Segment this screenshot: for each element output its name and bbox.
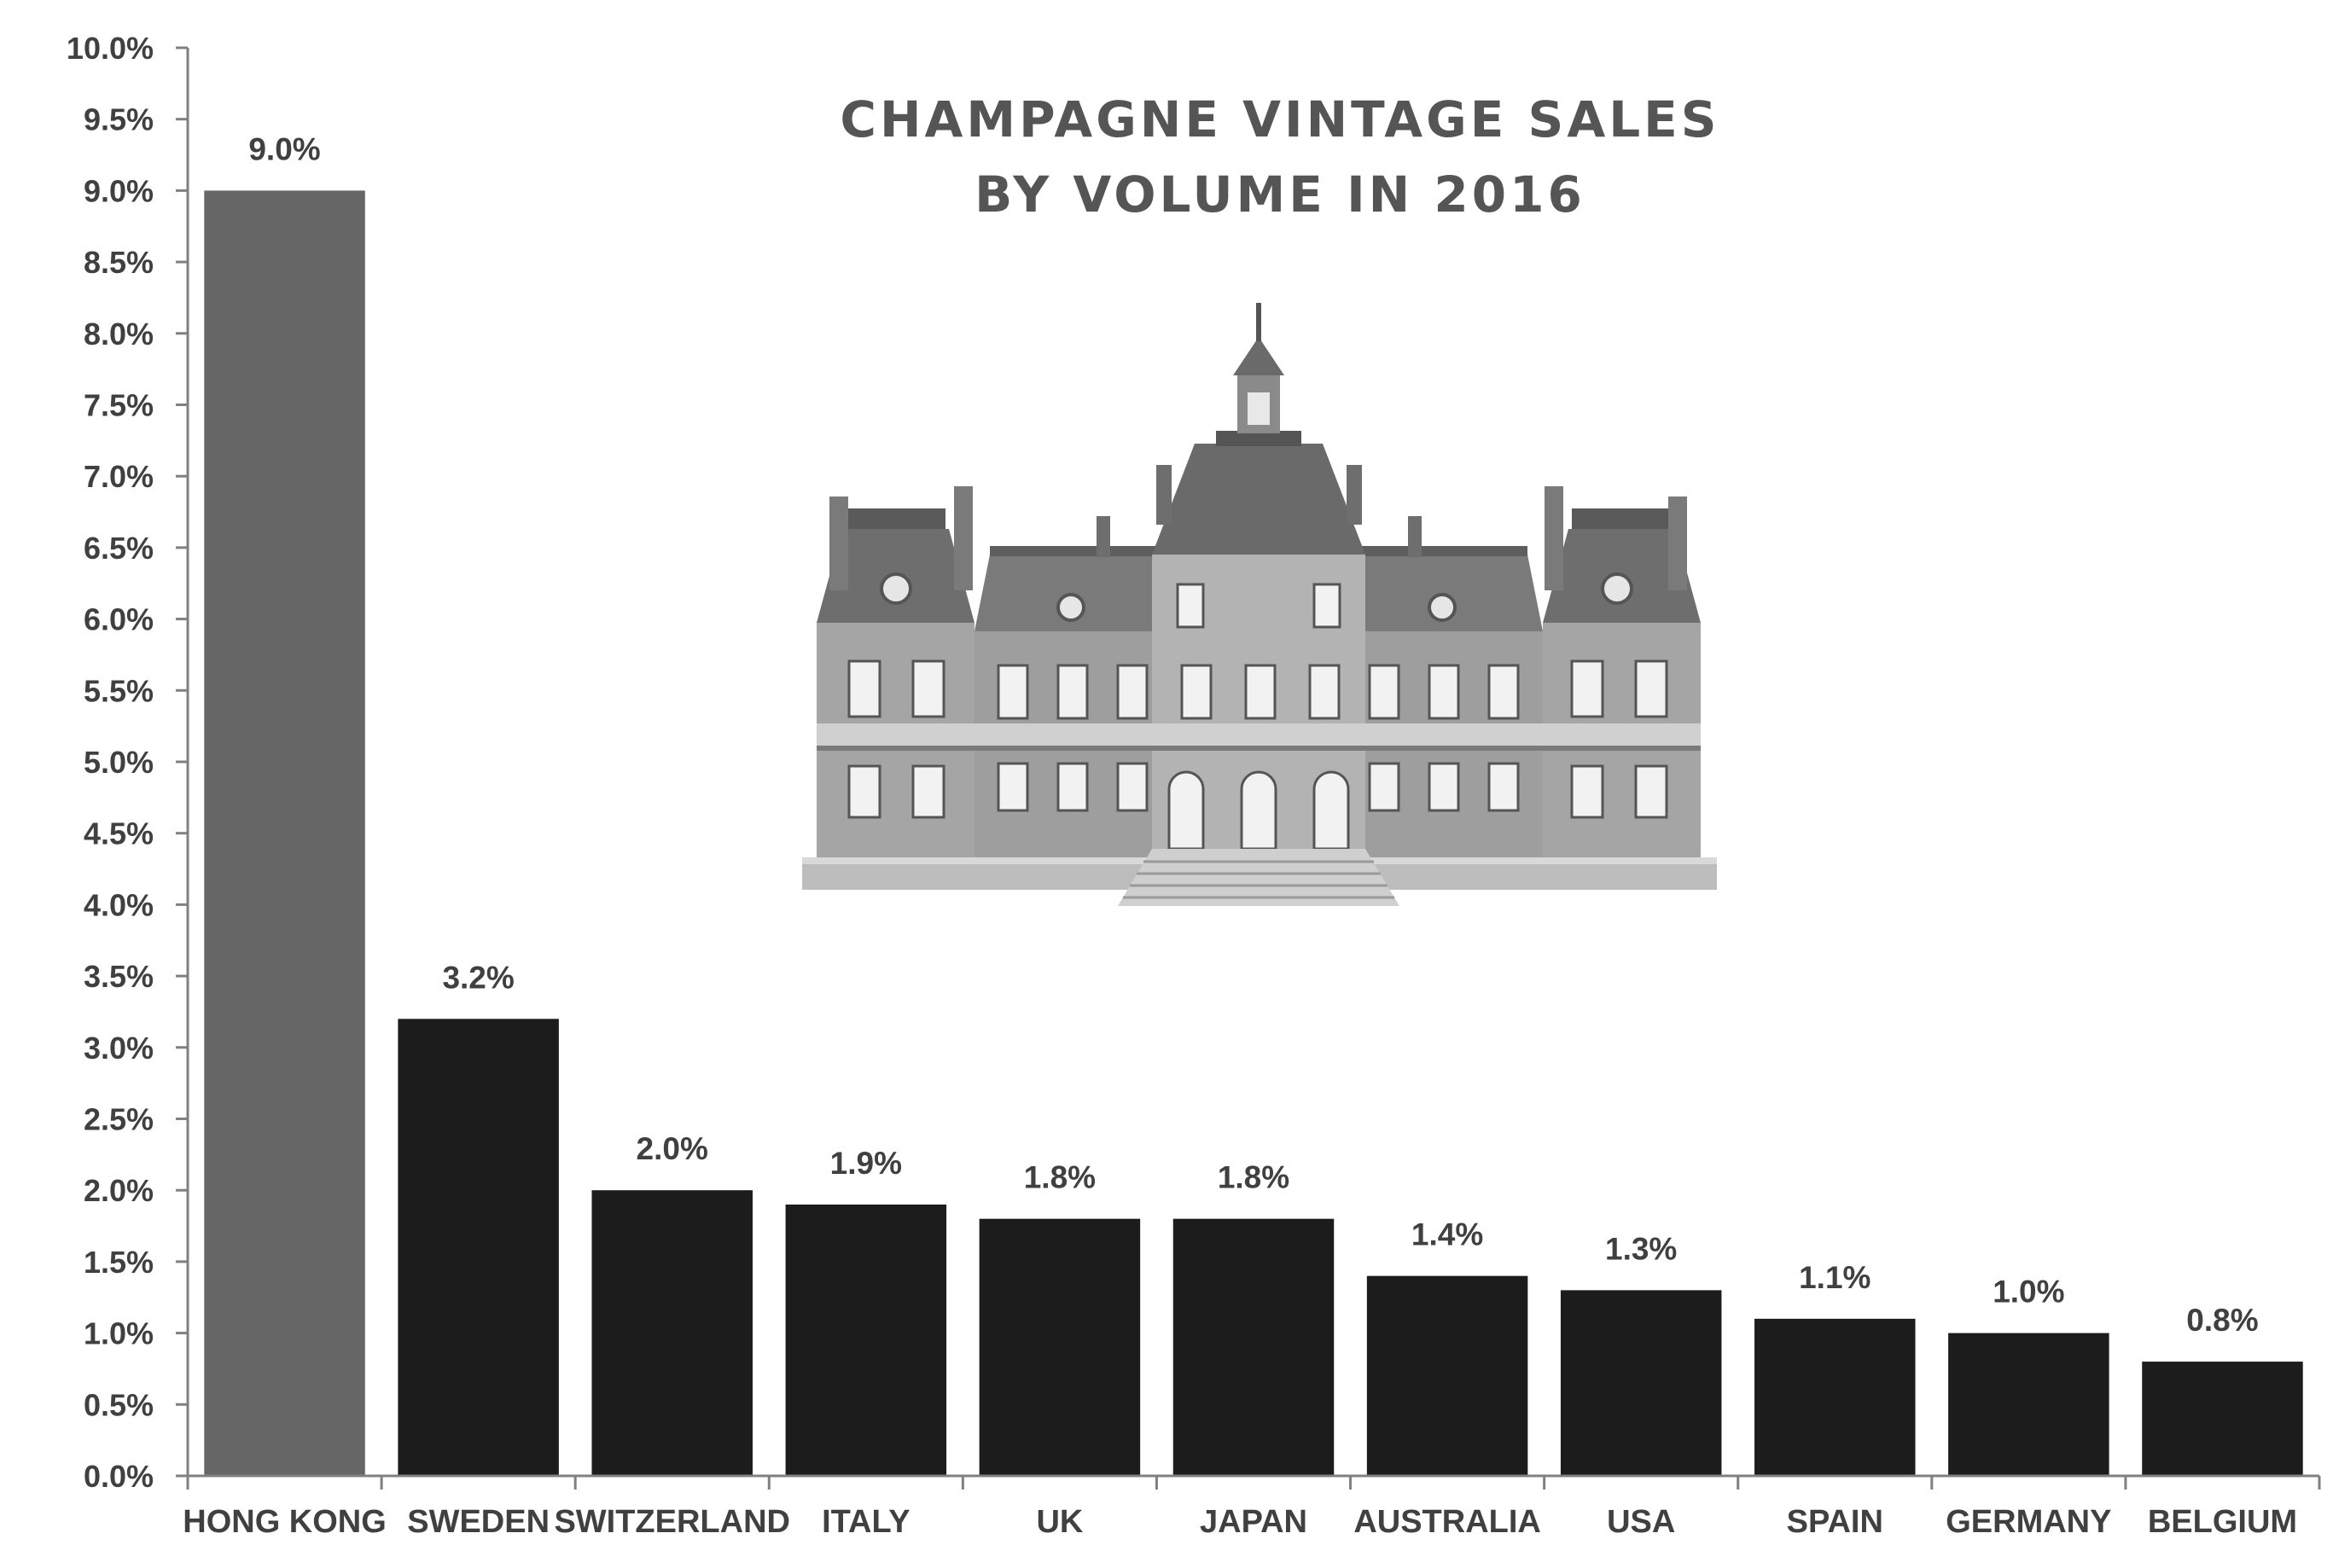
- bar-belgium: [2142, 1362, 2303, 1476]
- bar-hong-kong: [204, 190, 365, 1476]
- x-tick-label: USA: [1607, 1504, 1675, 1540]
- x-tick-label: BELGIUM: [2148, 1504, 2297, 1540]
- y-tick-label: 1.5%: [84, 1245, 154, 1280]
- y-tick-label: 7.0%: [84, 459, 154, 494]
- y-tick-label: 1.0%: [84, 1316, 154, 1351]
- data-label: 9.0%: [248, 131, 320, 166]
- bar-usa: [1560, 1290, 1722, 1476]
- y-tick-label: 3.0%: [84, 1031, 154, 1066]
- y-tick-label: 3.5%: [84, 959, 154, 994]
- chart-title-line-2: BY VOLUME IN 2016: [975, 166, 1585, 224]
- data-label: 1.9%: [830, 1146, 902, 1181]
- bar-uk: [979, 1218, 1141, 1476]
- y-tick-label: 2.0%: [84, 1173, 154, 1208]
- y-tick-label: 9.5%: [84, 102, 154, 137]
- chateau-icon: [802, 303, 1717, 906]
- y-tick-label: 10.0%: [67, 31, 154, 66]
- y-tick-label: 4.5%: [84, 816, 154, 851]
- bar-spain: [1754, 1318, 1916, 1476]
- y-tick-label: 2.5%: [84, 1102, 154, 1137]
- x-tick-label: HONG KONG: [183, 1504, 387, 1540]
- data-label: 1.8%: [1024, 1160, 1096, 1195]
- y-tick-label: 5.5%: [84, 673, 154, 708]
- y-tick-label: 6.5%: [84, 531, 154, 566]
- x-tick-label: SWITZERLAND: [554, 1504, 790, 1540]
- bar-germany: [1948, 1333, 2109, 1476]
- data-label: 1.3%: [1605, 1231, 1677, 1266]
- x-tick-label: AUSTRALIA: [1353, 1504, 1541, 1540]
- data-label: 0.8%: [2186, 1303, 2258, 1338]
- bar-switzerland: [591, 1190, 753, 1476]
- bar-australia: [1366, 1275, 1528, 1476]
- y-tick-label: 0.5%: [84, 1387, 154, 1422]
- y-tick-label: 8.5%: [84, 245, 154, 280]
- chart-title-line-1: CHAMPAGNE VINTAGE SALES: [840, 90, 1719, 148]
- x-tick-label: SPAIN: [1787, 1504, 1883, 1540]
- x-tick-label: JAPAN: [1200, 1504, 1307, 1540]
- bar-sweden: [398, 1019, 559, 1476]
- y-tick-label: 0.0%: [84, 1459, 154, 1494]
- data-label: 2.0%: [637, 1131, 708, 1166]
- data-label: 1.1%: [1799, 1260, 1870, 1295]
- y-tick-label: 9.0%: [84, 173, 154, 208]
- data-label: 1.8%: [1218, 1160, 1289, 1195]
- bar-japan: [1172, 1218, 1335, 1476]
- x-tick-label: UK: [1036, 1504, 1083, 1540]
- x-tick-label: ITALY: [822, 1504, 910, 1540]
- data-label: 1.4%: [1411, 1217, 1483, 1252]
- x-tick-label: GERMANY: [1946, 1504, 2111, 1540]
- y-tick-label: 7.5%: [84, 388, 154, 423]
- y-tick-label: 6.0%: [84, 602, 154, 637]
- chart-title: CHAMPAGNE VINTAGE SALES BY VOLUME IN 201…: [840, 90, 1719, 224]
- data-label: 1.0%: [1993, 1275, 2064, 1310]
- y-tick-label: 5.0%: [84, 745, 154, 780]
- y-tick-label: 8.0%: [84, 317, 154, 351]
- bar-italy: [785, 1204, 947, 1476]
- data-label: 3.2%: [442, 960, 514, 995]
- y-tick-label: 4.0%: [84, 887, 154, 922]
- x-tick-label: SWEDEN: [407, 1504, 550, 1540]
